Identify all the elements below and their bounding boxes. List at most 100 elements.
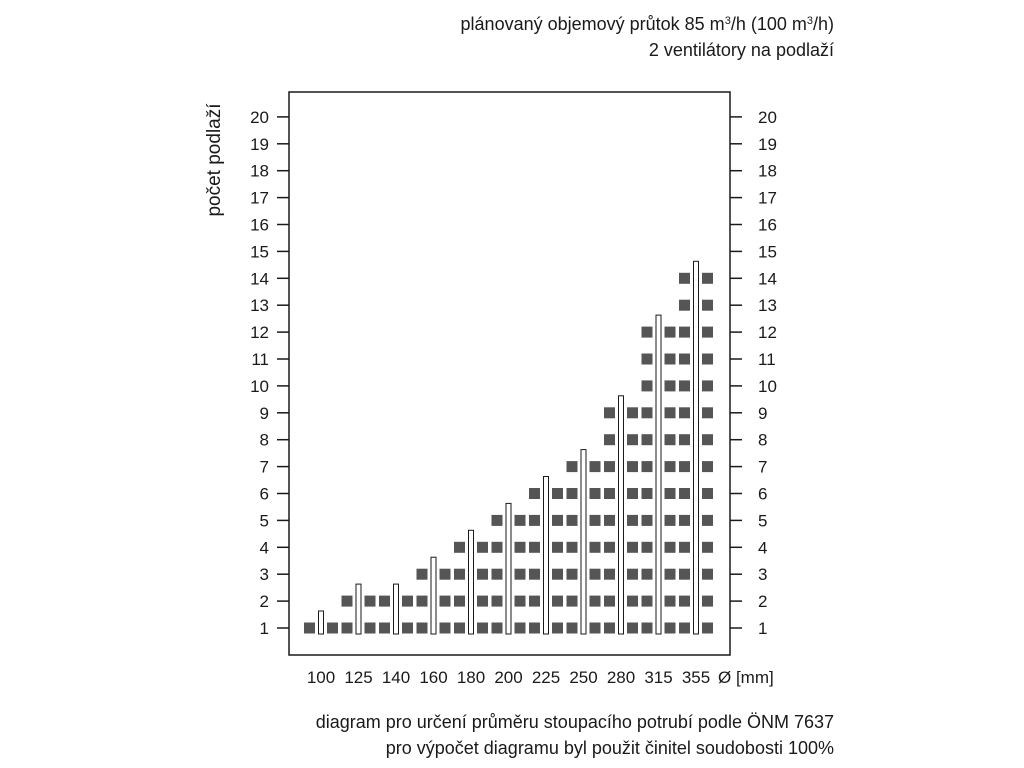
square-mark [566, 568, 578, 580]
y-tick-label-right: 19 [758, 135, 777, 154]
square-mark [702, 299, 713, 311]
square-mark [341, 595, 353, 607]
y-tick-label-right: 12 [758, 323, 777, 342]
square-mark [364, 595, 376, 607]
square-mark [664, 541, 676, 553]
y-tick-label-right: 18 [758, 162, 777, 181]
y-tick-label-right: 4 [758, 538, 767, 557]
square-mark [627, 407, 638, 419]
y-tick-label-right: 7 [758, 458, 767, 477]
square-mark [627, 514, 638, 526]
square-mark [702, 272, 713, 284]
square-mark [604, 568, 615, 580]
column-180 [454, 529, 488, 635]
pipe-bar [468, 529, 474, 635]
square-mark [664, 380, 676, 392]
square-mark [702, 595, 713, 607]
square-mark [589, 514, 601, 526]
y-tick-label-left: 1 [260, 619, 269, 638]
y-tick-label-right: 14 [758, 269, 777, 288]
column-140 [379, 583, 413, 635]
square-mark [664, 595, 676, 607]
square-mark [641, 595, 653, 607]
y-tick-label-right: 17 [758, 189, 777, 208]
square-mark [552, 541, 563, 553]
column-160 [416, 556, 451, 635]
y-tick-label-left: 16 [250, 216, 269, 235]
y-tick-label-right: 3 [758, 565, 767, 584]
square-mark [514, 541, 526, 553]
square-mark [641, 407, 653, 419]
square-mark [552, 622, 563, 634]
square-mark [702, 541, 713, 553]
y-tick-label-right: 9 [758, 404, 767, 423]
square-mark [664, 514, 676, 526]
square-mark [589, 541, 601, 553]
square-mark [529, 622, 540, 634]
square-mark [627, 488, 638, 499]
y-tick-label-left: 9 [260, 404, 269, 423]
square-mark [679, 299, 690, 311]
square-mark [566, 488, 578, 499]
square-mark [679, 272, 690, 284]
y-tick-label-left: 10 [250, 377, 269, 396]
square-mark [552, 568, 563, 580]
x-tick-label: 125 [344, 668, 372, 687]
square-mark [679, 488, 690, 499]
square-mark [627, 461, 638, 473]
x-tick-label: 140 [382, 668, 410, 687]
square-mark [679, 407, 690, 419]
title-text-b: /h (100 m [730, 14, 807, 34]
y-tick-label-left: 15 [250, 242, 269, 261]
square-mark [641, 434, 653, 446]
y-tick-label-left: 11 [251, 350, 269, 369]
square-mark [491, 514, 503, 526]
y-tick-label-right: 2 [758, 592, 767, 611]
y-tick-label-left: 20 [250, 108, 269, 127]
column-100 [304, 610, 338, 635]
x-tick-label: 160 [419, 668, 447, 687]
y-tick-label-left: 6 [260, 485, 269, 504]
square-mark [604, 407, 615, 419]
square-mark [304, 622, 315, 634]
square-mark [679, 434, 690, 446]
square-mark [514, 514, 526, 526]
square-mark [664, 434, 676, 446]
y-tick-label-right: 5 [758, 511, 767, 530]
chart-marks [304, 260, 713, 635]
square-mark [529, 568, 540, 580]
y-tick-label-left: 14 [250, 269, 269, 288]
square-mark [664, 407, 676, 419]
pipe-bar [618, 395, 624, 635]
y-tick-label-right: 8 [758, 431, 767, 450]
square-mark [604, 514, 615, 526]
x-tick-label: 200 [494, 668, 522, 687]
plot-frame [288, 91, 731, 656]
square-mark [477, 595, 488, 607]
square-mark [529, 514, 540, 526]
square-mark [679, 514, 690, 526]
square-mark [552, 595, 563, 607]
square-mark [702, 353, 713, 365]
square-mark [566, 514, 578, 526]
square-mark [491, 541, 503, 553]
square-mark [641, 461, 653, 473]
square-mark [589, 622, 601, 634]
y-tick-label-right: 10 [758, 377, 777, 396]
square-mark [529, 541, 540, 553]
square-mark [529, 595, 540, 607]
square-mark [702, 488, 713, 499]
pipe-bar [318, 610, 324, 635]
square-mark [491, 595, 503, 607]
square-mark [341, 622, 353, 634]
square-mark [327, 622, 338, 634]
square-mark [641, 622, 653, 634]
square-mark [379, 595, 390, 607]
square-mark [477, 541, 488, 553]
column-280 [604, 395, 638, 635]
square-mark [514, 622, 526, 634]
caption-line-1: diagram pro určení průměru stoupacího po… [315, 712, 834, 732]
square-mark [664, 568, 676, 580]
square-mark [379, 622, 390, 634]
